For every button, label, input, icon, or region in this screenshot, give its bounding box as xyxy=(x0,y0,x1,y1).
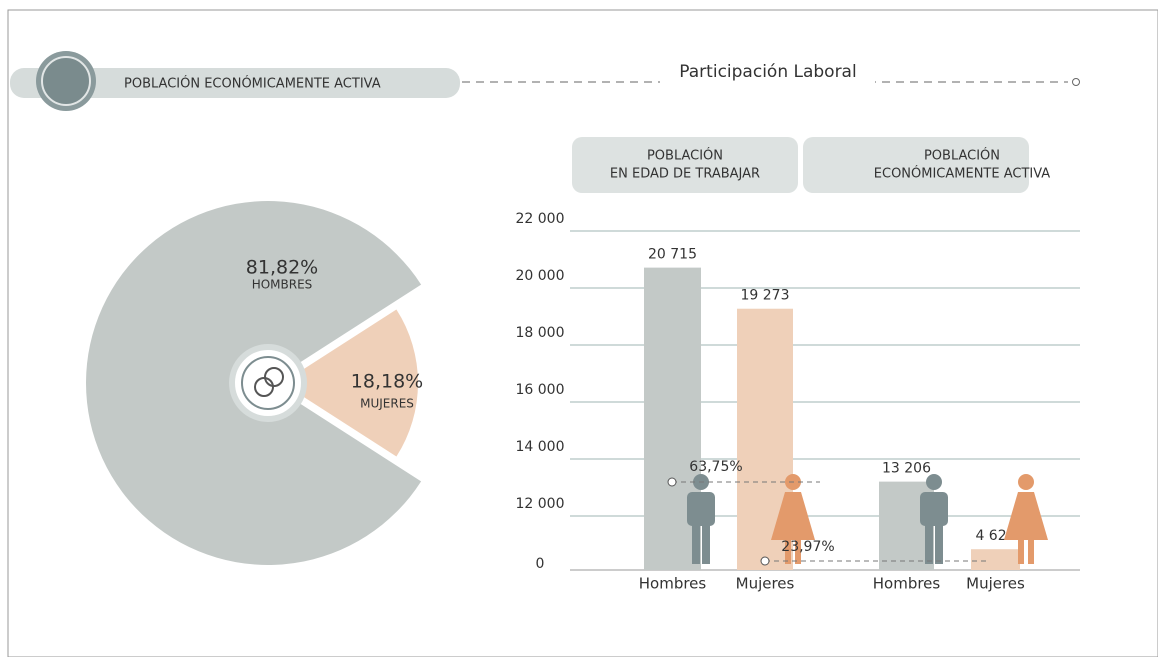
x-tick-label: Mujeres xyxy=(966,575,1025,593)
center-inner xyxy=(241,356,295,410)
badge-text: POBLACIÓN ECONÓMICAMENTE ACTIVA xyxy=(124,76,381,92)
leg xyxy=(785,538,791,564)
symbol xyxy=(264,367,284,387)
dress xyxy=(771,492,815,540)
woman-icon xyxy=(1004,474,1048,564)
leg xyxy=(1028,538,1034,564)
slice-name: HOMBRES xyxy=(252,278,313,292)
group-header: POBLACIÓN xyxy=(924,148,1000,164)
body xyxy=(687,492,715,526)
bar-value: 19 273 xyxy=(741,288,790,304)
slice-value: 18,18% xyxy=(351,371,423,393)
leg xyxy=(925,522,933,564)
group-header-bg xyxy=(572,137,798,193)
man-icon xyxy=(687,474,715,564)
rule-end xyxy=(1072,78,1080,86)
pie-slice xyxy=(282,309,419,457)
x-tick-label: Mujeres xyxy=(736,575,795,593)
badge-icon-inner xyxy=(41,56,91,106)
slice-value: 81,82% xyxy=(246,257,318,279)
title: Participación Laboral xyxy=(679,62,856,82)
y-tick-label: 22 000 xyxy=(516,211,565,227)
bar-value: 20 715 xyxy=(648,247,697,263)
rate-label: 23,97% xyxy=(781,539,834,555)
man-icon xyxy=(920,474,948,564)
rate-dot xyxy=(760,556,770,566)
bar xyxy=(971,549,1020,570)
slice-name: MUJERES xyxy=(360,397,414,411)
x-tick-label: Hombres xyxy=(873,575,941,593)
y-tick-label: 0 xyxy=(536,556,545,572)
leg xyxy=(692,522,700,564)
bar-value: 4 620 xyxy=(975,528,1015,544)
leg xyxy=(702,522,710,564)
head xyxy=(1018,474,1034,490)
y-tick-label: 20 000 xyxy=(516,268,565,284)
group-header-bg xyxy=(803,137,1029,193)
leg xyxy=(1018,538,1024,564)
group-header: POBLACIÓN xyxy=(647,148,723,164)
head xyxy=(926,474,942,490)
body xyxy=(920,492,948,526)
title-bg xyxy=(660,62,875,84)
y-tick-label: 12 000 xyxy=(516,496,565,512)
x-tick-label: Hombres xyxy=(639,575,707,593)
dress xyxy=(1004,492,1048,540)
y-tick-label: 14 000 xyxy=(516,439,565,455)
rate-dot xyxy=(667,477,677,487)
symbol xyxy=(254,377,274,397)
badge-bar xyxy=(10,68,460,98)
y-tick-label: 16 000 xyxy=(516,382,565,398)
bar-value: 13 206 xyxy=(882,461,931,477)
group-header: ECONÓMICAMENTE ACTIVA xyxy=(874,166,1051,182)
leg xyxy=(935,522,943,564)
leg xyxy=(795,538,801,564)
group-header: EN EDAD DE TRABAJAR xyxy=(610,167,760,182)
y-tick-label: 18 000 xyxy=(516,325,565,341)
rate-label: 63,75% xyxy=(689,459,742,475)
